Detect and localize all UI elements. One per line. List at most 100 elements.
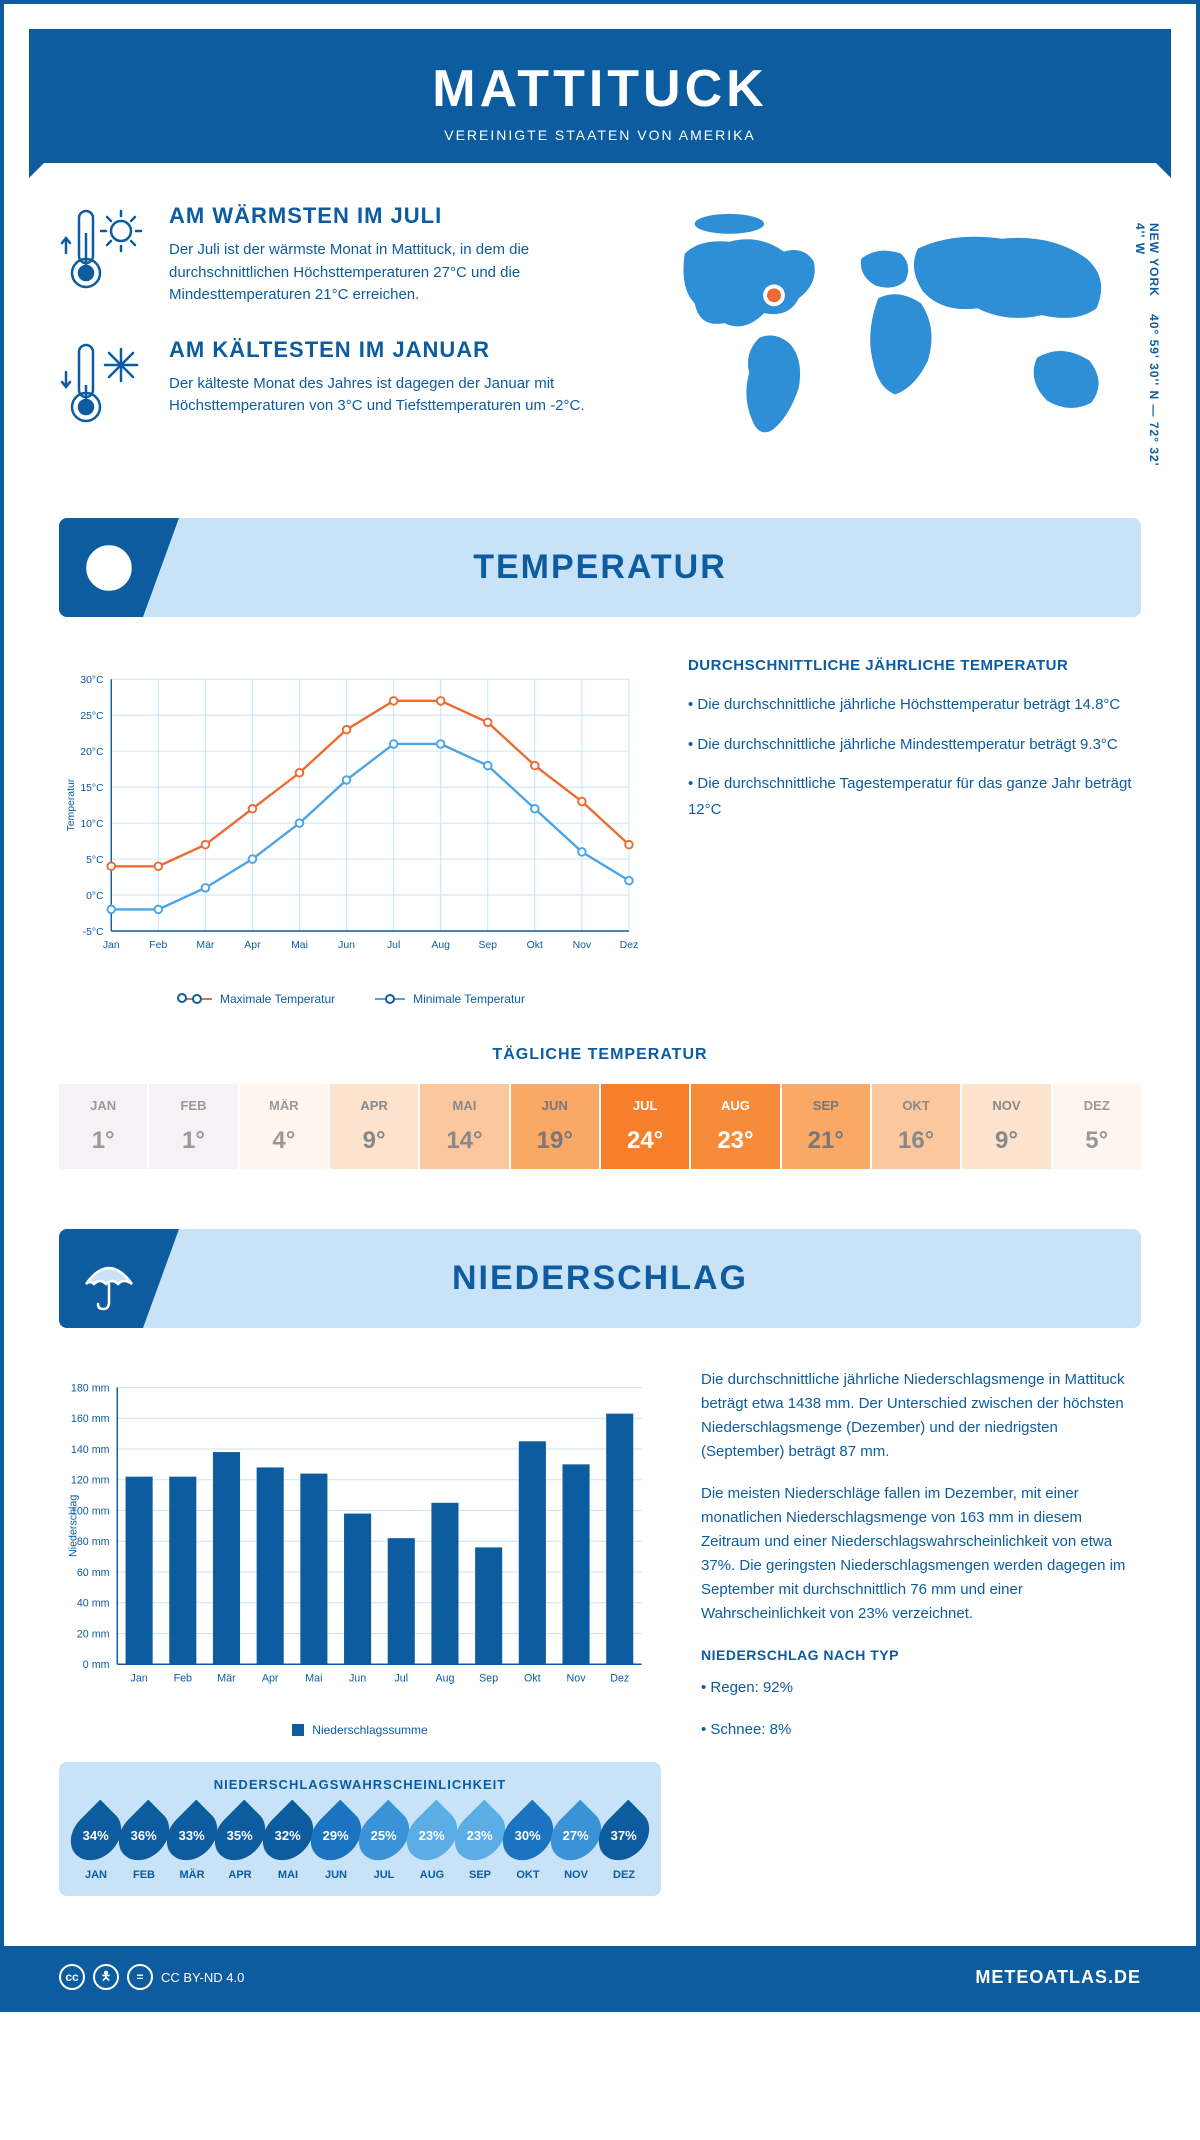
daily-temp-cell: AUG23° — [691, 1084, 781, 1169]
svg-text:20°C: 20°C — [80, 747, 104, 758]
svg-text:Jul: Jul — [387, 940, 400, 951]
precipitation-title: NIEDERSCHLAG — [99, 1259, 1101, 1298]
precipitation-info: Die durchschnittliche jährliche Niedersc… — [701, 1368, 1141, 1896]
daily-temp-cell: JUN19° — [511, 1084, 601, 1169]
svg-text:15°C: 15°C — [80, 783, 104, 794]
sun-icon — [74, 533, 144, 603]
svg-text:Okt: Okt — [524, 1673, 541, 1685]
temp-info-title: DURCHSCHNITTLICHE JÄHRLICHE TEMPERATUR — [688, 657, 1141, 674]
temp-info-b1: • Die durchschnittliche jährliche Höchst… — [688, 692, 1141, 718]
probability-drop: 36%FEB — [122, 1807, 166, 1881]
svg-text:180 mm: 180 mm — [71, 1382, 110, 1394]
svg-text:Temperatur: Temperatur — [66, 778, 77, 831]
svg-text:0°C: 0°C — [86, 891, 104, 902]
temperature-content: -5°C 0°C 5°C 10°C 15°C 20°C 25°C 30°C Jan Feb Mär A… — [4, 637, 1196, 1026]
probability-drop: 30%OKT — [506, 1807, 550, 1881]
precipitation-probability-box: NIEDERSCHLAGSWAHRSCHEINLICHKEIT 34%JAN36… — [59, 1762, 661, 1896]
line-chart-legend: Maximale Temperatur Minimale Temperatur — [59, 992, 648, 1006]
temp-info-b3: • Die durchschnittliche Tagestemperatur … — [688, 771, 1141, 822]
svg-text:Sep: Sep — [479, 1673, 498, 1685]
svg-text:Feb: Feb — [149, 940, 167, 951]
svg-text:60 mm: 60 mm — [77, 1567, 110, 1579]
bar-chart-area: 0 mm20 mm40 mm60 mm80 mm100 mm120 mm140 … — [59, 1368, 661, 1896]
probability-drop: 29%JUN — [314, 1807, 358, 1881]
svg-text:80 mm: 80 mm — [77, 1536, 110, 1548]
svg-text:25°C: 25°C — [80, 711, 104, 722]
daily-temperature: TÄGLICHE TEMPERATUR JAN1°FEB1°MÄR4°APR9°… — [4, 1026, 1196, 1209]
bar-chart-legend: Niederschlagssumme — [59, 1723, 661, 1737]
svg-text:Dez: Dez — [620, 940, 639, 951]
header-banner: MATTITUCK VEREINIGTE STAATEN VON AMERIKA — [29, 29, 1171, 163]
daily-temp-row: JAN1°FEB1°MÄR4°APR9°MAI14°JUN19°JUL24°AU… — [59, 1084, 1141, 1169]
license-text: CC BY-ND 4.0 — [161, 1970, 244, 1985]
prob-title: NIEDERSCHLAGSWAHRSCHEINLICHKEIT — [74, 1777, 646, 1792]
svg-text:Mai: Mai — [305, 1673, 322, 1685]
intro-text-column: AM WÄRMSTEN IM JULI Der Juli ist der wär… — [59, 203, 605, 468]
temperature-section-header: TEMPERATUR — [59, 518, 1141, 617]
svg-text:10°C: 10°C — [80, 819, 104, 830]
brand-text: METEOATLAS.DE — [975, 1967, 1141, 1988]
warmest-body: Der Juli ist der wärmste Monat in Mattit… — [169, 239, 605, 307]
coldest-text: AM KÄLTESTEN IM JANUAR Der kälteste Mona… — [169, 337, 605, 432]
probability-drop: 35%APR — [218, 1807, 262, 1881]
warmest-block: AM WÄRMSTEN IM JULI Der Juli ist der wär… — [59, 203, 605, 307]
warmest-text: AM WÄRMSTEN IM JULI Der Juli ist der wär… — [169, 203, 605, 307]
svg-text:Feb: Feb — [174, 1673, 192, 1685]
page-container: MATTITUCK VEREINIGTE STAATEN VON AMERIKA… — [0, 0, 1200, 2012]
svg-text:30°C: 30°C — [80, 675, 104, 686]
daily-temp-cell: SEP21° — [782, 1084, 872, 1169]
svg-text:5°C: 5°C — [86, 855, 104, 866]
precip-snow: • Schnee: 8% — [701, 1718, 1141, 1742]
probability-drop: 23%AUG — [410, 1807, 454, 1881]
probability-drop: 23%SEP — [458, 1807, 502, 1881]
precipitation-section-header: NIEDERSCHLAG — [59, 1229, 1141, 1328]
thermometer-hot-icon — [59, 203, 149, 307]
svg-text:120 mm: 120 mm — [71, 1475, 110, 1487]
svg-text:Sep: Sep — [478, 940, 497, 951]
svg-text:Mär: Mär — [196, 940, 214, 951]
by-icon: 🯅 — [93, 1964, 119, 1990]
coldest-title: AM KÄLTESTEN IM JANUAR — [169, 337, 605, 363]
probability-drop: 32%MAI — [266, 1807, 310, 1881]
legend-precip: Niederschlagssumme — [292, 1723, 427, 1737]
daily-temp-cell: MAI14° — [420, 1084, 510, 1169]
svg-text:Niederschlag: Niederschlag — [67, 1495, 79, 1557]
svg-text:Nov: Nov — [567, 1673, 587, 1685]
svg-text:40 mm: 40 mm — [77, 1598, 110, 1610]
svg-text:Nov: Nov — [573, 940, 592, 951]
thermometer-cold-icon — [59, 337, 149, 432]
svg-text:Mai: Mai — [291, 940, 308, 951]
svg-text:Apr: Apr — [244, 940, 261, 951]
umbrella-icon — [74, 1244, 144, 1314]
daily-temp-cell: DEZ5° — [1053, 1084, 1141, 1169]
coordinates-text: NEW YORK 40° 59' 30'' N — 72° 32' 4'' W — [1133, 223, 1161, 468]
coldest-body: Der kälteste Monat des Jahres ist dagege… — [169, 373, 605, 418]
warmest-title: AM WÄRMSTEN IM JULI — [169, 203, 605, 229]
daily-temp-cell: JAN1° — [59, 1084, 149, 1169]
daily-temp-cell: JUL24° — [601, 1084, 691, 1169]
daily-temp-cell: APR9° — [330, 1084, 420, 1169]
svg-text:140 mm: 140 mm — [71, 1444, 110, 1456]
coldest-block: AM KÄLTESTEN IM JANUAR Der kälteste Mona… — [59, 337, 605, 432]
svg-text:160 mm: 160 mm — [71, 1413, 110, 1425]
svg-text:Jan: Jan — [130, 1673, 147, 1685]
svg-text:Jun: Jun — [349, 1673, 366, 1685]
daily-temp-cell: OKT16° — [872, 1084, 962, 1169]
svg-text:Jan: Jan — [103, 940, 120, 951]
daily-temp-title: TÄGLICHE TEMPERATUR — [59, 1046, 1141, 1064]
probability-drop: 37%DEZ — [602, 1807, 646, 1881]
cc-icon: cc — [59, 1964, 85, 1990]
svg-text:0 mm: 0 mm — [83, 1659, 110, 1671]
precip-rain: • Regen: 92% — [701, 1676, 1141, 1700]
page-title: MATTITUCK — [29, 59, 1171, 119]
svg-text:Apr: Apr — [262, 1673, 279, 1685]
svg-text:Jul: Jul — [394, 1673, 408, 1685]
footer: cc 🯅 = CC BY-ND 4.0 METEOATLAS.DE — [4, 1946, 1196, 2008]
precip-p1: Die durchschnittliche jährliche Niedersc… — [701, 1368, 1141, 1464]
daily-temp-cell: NOV9° — [962, 1084, 1052, 1169]
svg-text:-5°C: -5°C — [83, 927, 104, 938]
temperature-info: DURCHSCHNITTLICHE JÄHRLICHE TEMPERATUR •… — [688, 657, 1141, 1006]
legend-max: Maximale Temperatur — [182, 992, 335, 1006]
precip-type-title: NIEDERSCHLAG NACH TYP — [701, 1644, 1141, 1666]
nd-icon: = — [127, 1964, 153, 1990]
